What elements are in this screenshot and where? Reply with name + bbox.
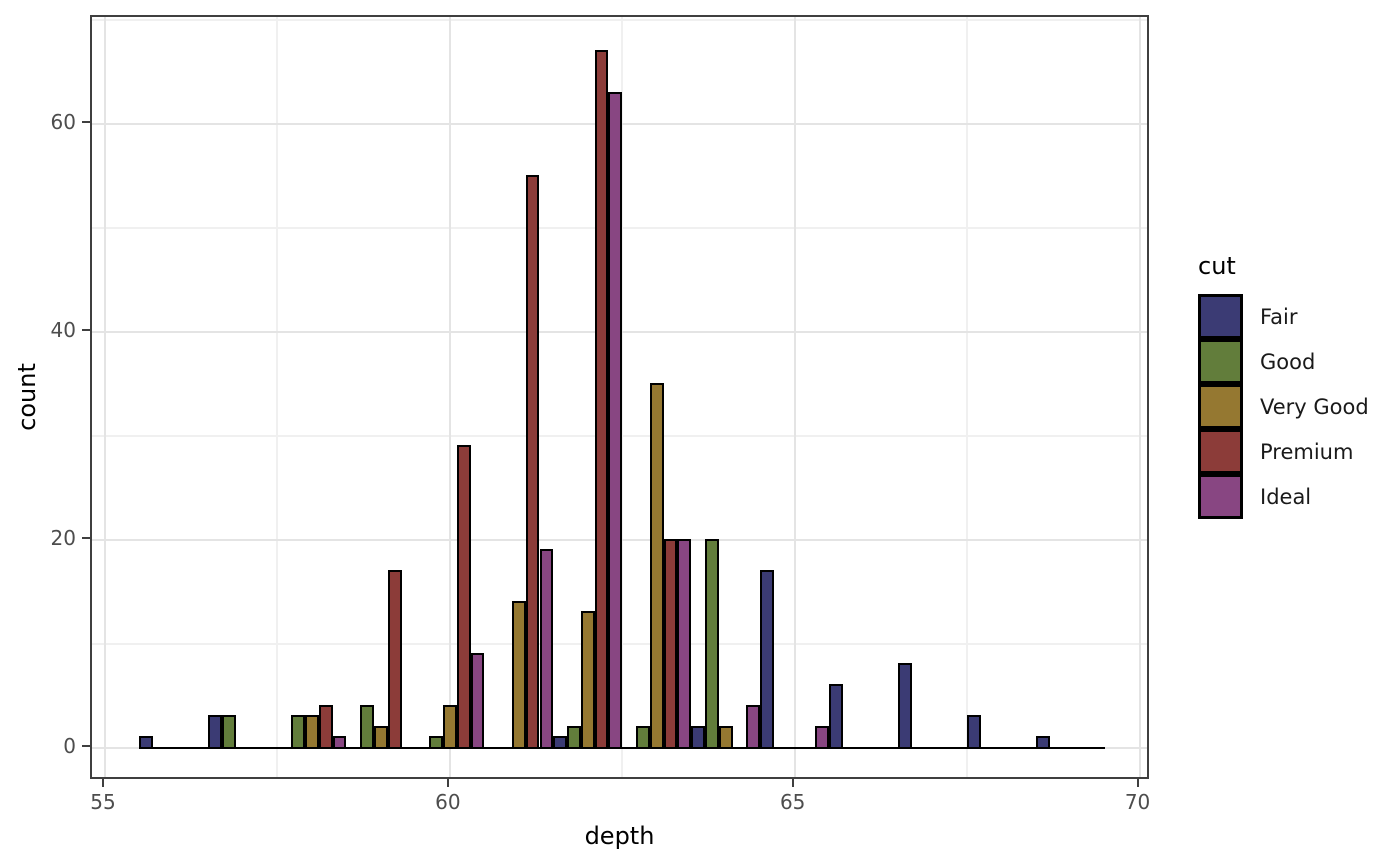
legend-label: Fair [1260, 304, 1298, 329]
plot-area [92, 17, 1147, 777]
y-tick-mark [82, 121, 90, 124]
legend-label: Premium [1260, 439, 1354, 464]
x-axis-title: depth [584, 822, 655, 850]
legend-key-ideal: Ideal [1198, 474, 1369, 519]
bar-ideal-58 [332, 736, 347, 749]
x-tick-label: 55 [90, 790, 116, 814]
x-minor-gridline [621, 17, 624, 777]
bar-very-good-62 [580, 611, 595, 749]
y-tick-label: 60 [50, 110, 76, 135]
legend: cut Fair Good Very Good Premium Ideal [1198, 252, 1369, 519]
legend-key-very-good: Very Good [1198, 384, 1369, 429]
bar-premium-59 [387, 569, 402, 749]
x-major-gridline [448, 17, 451, 777]
bar-very-good-58 [305, 715, 319, 749]
legend-swatch-premium [1198, 429, 1243, 474]
bar-premium-63 [663, 538, 678, 749]
y-tick-label: 0 [63, 733, 76, 758]
bar-good-57 [222, 715, 237, 749]
bar-fair-56 [139, 736, 154, 749]
bar-fair-65 [760, 569, 774, 749]
plot-panel [90, 15, 1149, 779]
legend-label: Good [1260, 349, 1316, 374]
bar-good-60 [429, 736, 443, 749]
legend-swatch-very-good [1198, 384, 1243, 429]
bar-good-64 [705, 538, 719, 749]
legend-swatch-ideal [1198, 474, 1243, 519]
x-tick-label: 70 [1124, 790, 1151, 814]
bar-fair-66 [829, 684, 843, 749]
bar-fair-69 [1036, 736, 1050, 749]
bar-ideal-61 [539, 549, 554, 749]
legend-key-fair: Fair [1198, 294, 1369, 339]
legend-swatch-good [1198, 339, 1243, 384]
x-tick-mark [102, 779, 104, 787]
bar-ideal-64 [746, 704, 761, 749]
y-tick-mark [82, 744, 90, 747]
bar-ideal-62 [608, 91, 623, 749]
x-major-gridline [104, 17, 106, 777]
x-major-gridline [793, 17, 796, 777]
bar-very-good-59 [373, 725, 388, 749]
bar-fair-67 [898, 663, 912, 749]
x-tick-mark [1136, 779, 1139, 787]
x-tick-mark [791, 779, 794, 787]
bar-very-good-60 [442, 704, 457, 749]
histogram-baseline [139, 746, 1106, 749]
bar-premium-62 [594, 50, 609, 749]
bar-fair-57 [208, 715, 223, 749]
legend-key-good: Good [1198, 339, 1369, 384]
legend-label: Very Good [1260, 394, 1369, 419]
bar-good-59 [360, 704, 374, 749]
bar-premium-60 [456, 445, 471, 749]
bar-fair-62 [553, 736, 568, 749]
bar-premium-58 [318, 704, 333, 749]
y-minor-gridline [92, 19, 1147, 22]
legend-title: cut [1198, 252, 1236, 280]
bar-good-62 [567, 725, 581, 749]
y-tick-label: 40 [50, 317, 76, 342]
legend-label: Ideal [1260, 484, 1312, 509]
bar-fair-68 [967, 715, 981, 749]
bar-very-good-61 [511, 601, 526, 749]
y-axis-title: count [13, 363, 41, 431]
bar-ideal-63 [677, 538, 692, 749]
legend-key-premium: Premium [1198, 429, 1369, 474]
bar-fair-64 [691, 725, 706, 749]
y-tick-mark [82, 536, 90, 539]
legend-keys: Fair Good Very Good Premium Ideal [1198, 294, 1369, 519]
bar-ideal-60 [470, 652, 485, 749]
x-tick-label: 65 [779, 790, 806, 814]
x-minor-gridline [276, 17, 279, 777]
y-tick-label: 20 [50, 525, 76, 550]
x-major-gridline [1138, 17, 1141, 777]
y-tick-mark [82, 328, 90, 331]
bar-very-good-63 [649, 382, 664, 749]
bar-premium-61 [525, 175, 540, 749]
bar-good-58 [291, 715, 305, 749]
x-tick-mark [446, 779, 449, 787]
bar-very-good-64 [718, 725, 733, 749]
legend-swatch-fair [1198, 294, 1243, 339]
x-tick-label: 60 [435, 790, 461, 814]
x-minor-gridline [966, 17, 969, 777]
bar-good-63 [636, 725, 650, 749]
bar-ideal-65 [815, 725, 830, 749]
